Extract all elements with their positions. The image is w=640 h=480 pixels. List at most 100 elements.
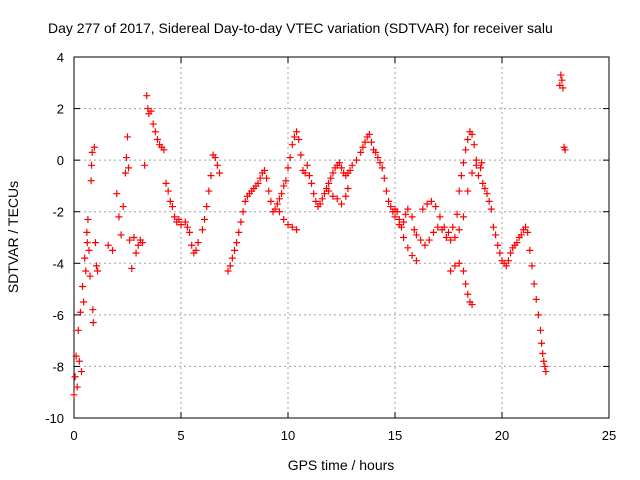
data-point <box>280 215 288 223</box>
data-point <box>115 213 123 221</box>
data-point <box>81 254 89 262</box>
y-tick-label: -6 <box>52 308 64 323</box>
data-point <box>359 143 367 151</box>
data-point <box>492 231 500 239</box>
data-markers <box>70 71 569 399</box>
data-point <box>329 169 337 177</box>
data-point <box>312 197 320 205</box>
data-point <box>453 210 461 218</box>
data-point <box>404 244 412 252</box>
data-point <box>194 239 202 247</box>
data-point <box>481 185 489 193</box>
data-point <box>124 133 131 141</box>
data-point <box>233 239 241 247</box>
data-point <box>104 241 112 249</box>
data-point <box>286 154 294 162</box>
data-point <box>275 195 283 203</box>
data-point <box>76 308 84 316</box>
data-point <box>216 169 224 177</box>
data-point <box>87 177 95 185</box>
data-point <box>524 228 532 236</box>
data-point <box>540 357 548 365</box>
data-point <box>284 164 292 172</box>
data-point <box>278 190 286 198</box>
data-point <box>92 262 100 270</box>
data-point <box>113 190 121 198</box>
data-point <box>263 174 271 182</box>
data-point <box>419 205 427 213</box>
data-point <box>468 301 476 309</box>
data-point <box>79 282 87 290</box>
data-point <box>177 221 185 229</box>
data-point <box>260 166 268 174</box>
data-point <box>558 76 566 84</box>
data-point <box>73 383 81 391</box>
data-point <box>455 226 463 234</box>
data-point <box>128 264 136 272</box>
data-point <box>119 203 127 211</box>
data-point <box>434 223 442 231</box>
data-point <box>455 259 463 267</box>
data-point <box>80 298 88 306</box>
data-point <box>254 179 262 187</box>
data-point <box>275 208 283 216</box>
data-point <box>265 187 273 195</box>
data-point <box>400 218 408 226</box>
data-point <box>474 172 482 180</box>
data-point <box>84 215 92 223</box>
data-point <box>361 138 369 146</box>
data-point <box>462 280 470 288</box>
data-point <box>94 267 102 275</box>
data-point <box>211 154 219 162</box>
data-point <box>357 148 365 156</box>
data-point <box>559 84 567 92</box>
data-point <box>352 156 360 164</box>
data-point <box>487 205 495 213</box>
data-point <box>430 228 438 236</box>
data-point <box>171 213 179 221</box>
data-point <box>203 203 211 211</box>
data-point <box>557 71 565 79</box>
data-point <box>502 262 510 270</box>
data-point <box>335 159 343 167</box>
data-point <box>442 234 450 241</box>
data-point <box>507 249 515 257</box>
data-point <box>293 128 301 136</box>
data-point <box>367 138 375 146</box>
data-point <box>408 213 416 221</box>
data-point <box>459 213 467 221</box>
data-point <box>74 326 82 334</box>
data-point <box>479 179 487 187</box>
data-point <box>517 231 525 239</box>
data-point <box>231 246 238 254</box>
data-point <box>183 223 191 231</box>
data-point <box>425 236 433 244</box>
data-point <box>432 203 440 211</box>
data-point <box>166 197 174 205</box>
data-point <box>295 136 303 144</box>
data-point <box>226 262 234 270</box>
data-point <box>538 339 546 347</box>
data-point <box>164 187 172 195</box>
data-point <box>228 254 236 262</box>
data-point <box>141 161 149 169</box>
x-tick-label: 0 <box>70 428 77 443</box>
data-point <box>391 205 399 213</box>
data-point <box>477 164 485 172</box>
data-point <box>273 200 281 208</box>
data-point <box>290 133 298 141</box>
data-point <box>447 267 455 275</box>
data-point <box>125 164 133 172</box>
data-point <box>301 169 309 177</box>
data-point <box>256 174 264 182</box>
data-point <box>267 197 275 205</box>
data-point <box>459 267 467 275</box>
data-point <box>468 130 476 138</box>
data-point <box>85 246 93 254</box>
data-point <box>162 179 170 187</box>
data-point <box>400 234 408 241</box>
data-point <box>445 228 452 236</box>
data-point <box>91 239 99 247</box>
data-point <box>402 210 410 218</box>
